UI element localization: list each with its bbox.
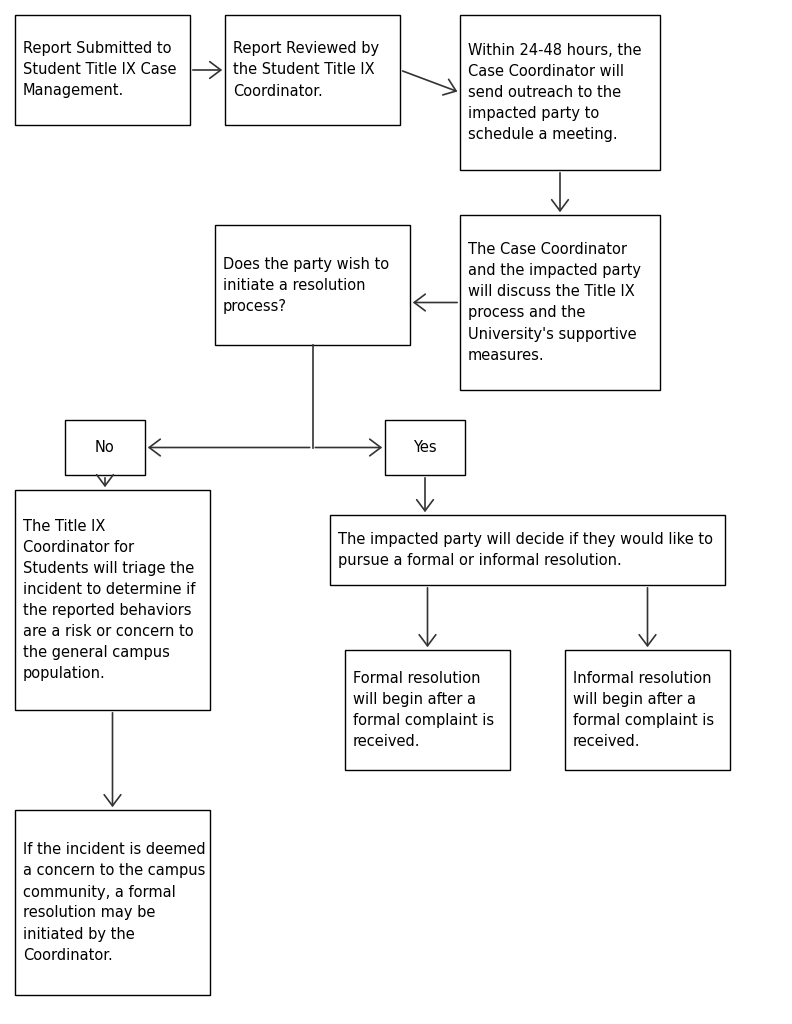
Text: Report Submitted to
Student Title IX Case
Management.: Report Submitted to Student Title IX Cas… <box>23 42 177 98</box>
Text: If the incident is deemed
a concern to the campus
community, a formal
resolution: If the incident is deemed a concern to t… <box>23 843 206 963</box>
Text: Within 24-48 hours, the
Case Coordinator will
send outreach to the
impacted part: Within 24-48 hours, the Case Coordinator… <box>468 43 642 142</box>
Bar <box>65 420 145 475</box>
Bar <box>225 15 400 125</box>
Text: The impacted party will decide if they would like to
pursue a formal or informal: The impacted party will decide if they w… <box>338 532 713 568</box>
Bar <box>565 650 730 770</box>
Text: Report Reviewed by
the Student Title IX
Coordinator.: Report Reviewed by the Student Title IX … <box>233 42 379 98</box>
Bar <box>345 650 510 770</box>
Text: Does the party wish to
initiate a resolution
process?: Does the party wish to initiate a resolu… <box>223 256 389 313</box>
Bar <box>15 490 210 710</box>
Bar <box>385 420 465 475</box>
Text: Formal resolution
will begin after a
formal complaint is
received.: Formal resolution will begin after a for… <box>353 671 494 749</box>
Text: The Title IX
Coordinator for
Students will triage the
incident to determine if
t: The Title IX Coordinator for Students wi… <box>23 519 196 681</box>
Bar <box>215 225 410 345</box>
Text: No: No <box>95 440 115 455</box>
Text: The Case Coordinator
and the impacted party
will discuss the Title IX
process an: The Case Coordinator and the impacted pa… <box>468 243 641 362</box>
Bar <box>460 15 660 170</box>
Bar <box>330 515 725 585</box>
Text: Informal resolution
will begin after a
formal complaint is
received.: Informal resolution will begin after a f… <box>573 671 714 749</box>
Text: Yes: Yes <box>413 440 437 455</box>
Bar <box>460 215 660 390</box>
Bar <box>15 810 210 995</box>
Bar <box>15 15 190 125</box>
